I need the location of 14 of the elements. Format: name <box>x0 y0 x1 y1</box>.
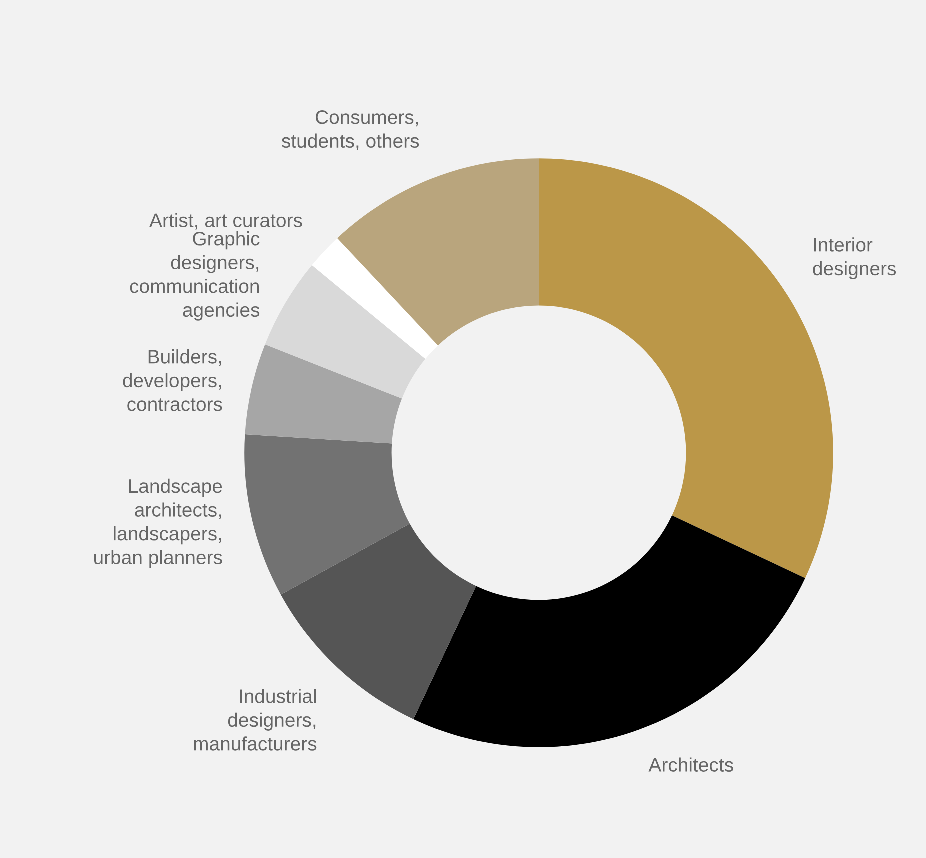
slice-label: Architects <box>648 758 734 772</box>
slice-label: Builders, developers, contractors <box>123 350 222 412</box>
slice-label: Industrial designers, manufacturers <box>194 689 317 751</box>
slice-label: Landscape architects, landscapers, urban planners <box>94 478 222 568</box>
slice-label: Consumers, students, others <box>282 110 420 150</box>
donut-slice <box>265 265 426 399</box>
slice-label: Graphic designers, communication agencies <box>130 232 260 321</box>
donut-slice <box>312 238 438 360</box>
donut-slice <box>244 434 410 595</box>
donut-slice <box>337 158 539 346</box>
donut-slice <box>245 344 402 444</box>
donut-slice <box>414 516 806 748</box>
slice-label: Artist, art curators <box>150 213 302 230</box>
slice-label: Interior designers <box>813 238 896 280</box>
